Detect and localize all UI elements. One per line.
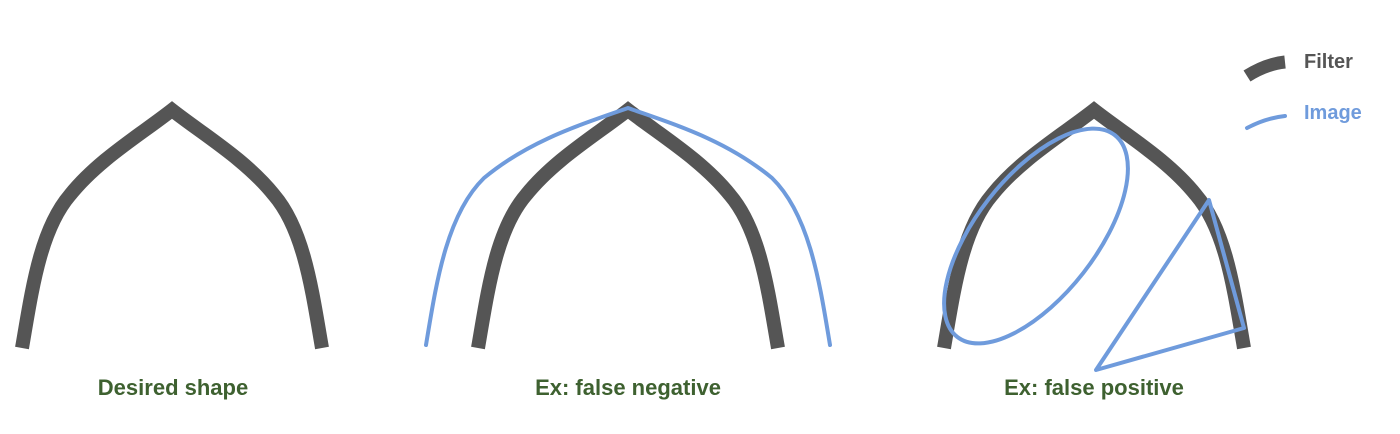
legend-image-swatch <box>1245 114 1287 130</box>
caption-false-positive: Ex: false positive <box>1004 375 1184 400</box>
image-ellipse-false-positive <box>942 126 1130 346</box>
image-curve-false-negative <box>424 106 832 347</box>
filter-curve-false-positive <box>937 101 1251 350</box>
legend-filter-swatch <box>1243 55 1286 82</box>
panel-false-positive <box>937 101 1251 372</box>
legend-image-label: Image <box>1304 102 1362 124</box>
filter-curve-false-negative <box>471 101 785 350</box>
caption-false-negative: Ex: false negative <box>535 375 721 400</box>
image-triangle-false-positive <box>1094 198 1246 372</box>
panel-desired-shape <box>15 101 329 350</box>
caption-desired-shape: Desired shape <box>97 375 249 400</box>
filter-curve-desired <box>15 101 329 350</box>
legend-filter-label: Filter <box>1304 51 1353 73</box>
legend-symbols <box>1243 55 1287 130</box>
panel-false-negative <box>424 101 832 350</box>
